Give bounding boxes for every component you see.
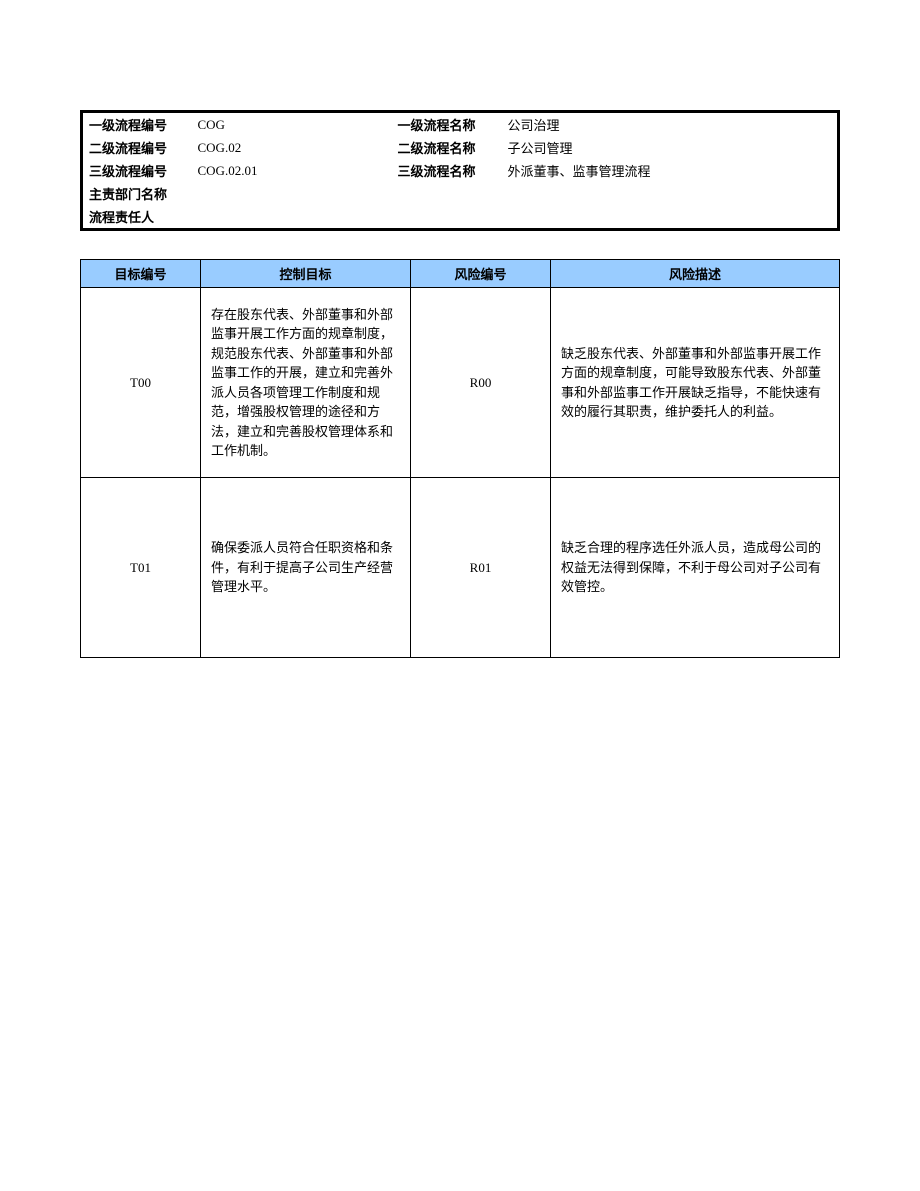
- header-label: 一级流程编号: [82, 112, 192, 137]
- header-value: [192, 205, 392, 230]
- header-label: 二级流程名称: [392, 136, 502, 159]
- process-header-table: 一级流程编号 COG 一级流程名称 公司治理 二级流程编号 COG.02 二级流…: [80, 110, 840, 231]
- cell-control-target: 存在股东代表、外部董事和外部监事开展工作方面的规章制度，规范股东代表、外部董事和…: [201, 288, 411, 478]
- header-label: 三级流程编号: [82, 159, 192, 182]
- cell-target-id: T01: [81, 478, 201, 658]
- header-value: [192, 182, 392, 205]
- header-row: 一级流程编号 COG 一级流程名称 公司治理: [82, 112, 839, 137]
- column-header-control-target: 控制目标: [201, 260, 411, 288]
- header-label: 三级流程名称: [392, 159, 502, 182]
- table-row: T00 存在股东代表、外部董事和外部监事开展工作方面的规章制度，规范股东代表、外…: [81, 288, 840, 478]
- cell-risk-desc: 缺乏股东代表、外部董事和外部监事开展工作方面的规章制度，可能导致股东代表、外部董…: [551, 288, 840, 478]
- header-label: 主责部门名称: [82, 182, 192, 205]
- header-row: 主责部门名称: [82, 182, 839, 205]
- header-row: 三级流程编号 COG.02.01 三级流程名称 外派董事、监事管理流程: [82, 159, 839, 182]
- column-header-risk-id: 风险编号: [411, 260, 551, 288]
- header-row: 二级流程编号 COG.02 二级流程名称 子公司管理: [82, 136, 839, 159]
- cell-control-target: 确保委派人员符合任职资格和条件，有利于提高子公司生产经营管理水平。: [201, 478, 411, 658]
- header-row: 流程责任人: [82, 205, 839, 230]
- header-label: 一级流程名称: [392, 112, 502, 137]
- header-value: 外派董事、监事管理流程: [502, 159, 839, 182]
- header-value: 子公司管理: [502, 136, 839, 159]
- cell-risk-id: R01: [411, 478, 551, 658]
- cell-target-id: T00: [81, 288, 201, 478]
- risk-control-table: 目标编号 控制目标 风险编号 风险描述 T00 存在股东代表、外部董事和外部监事…: [80, 259, 840, 658]
- cell-risk-id: R00: [411, 288, 551, 478]
- header-value: [502, 182, 839, 205]
- table-header-row: 目标编号 控制目标 风险编号 风险描述: [81, 260, 840, 288]
- column-header-risk-desc: 风险描述: [551, 260, 840, 288]
- column-header-target-id: 目标编号: [81, 260, 201, 288]
- cell-risk-desc: 缺乏合理的程序选任外派人员，造成母公司的权益无法得到保障，不利于母公司对子公司有…: [551, 478, 840, 658]
- header-value: 公司治理: [502, 112, 839, 137]
- header-label: 二级流程编号: [82, 136, 192, 159]
- header-value: COG.02: [192, 136, 392, 159]
- header-label: 流程责任人: [82, 205, 192, 230]
- header-label: [392, 182, 502, 205]
- header-label: [392, 205, 502, 230]
- table-row: T01 确保委派人员符合任职资格和条件，有利于提高子公司生产经营管理水平。 R0…: [81, 478, 840, 658]
- header-value: COG: [192, 112, 392, 137]
- header-value: [502, 205, 839, 230]
- header-value: COG.02.01: [192, 159, 392, 182]
